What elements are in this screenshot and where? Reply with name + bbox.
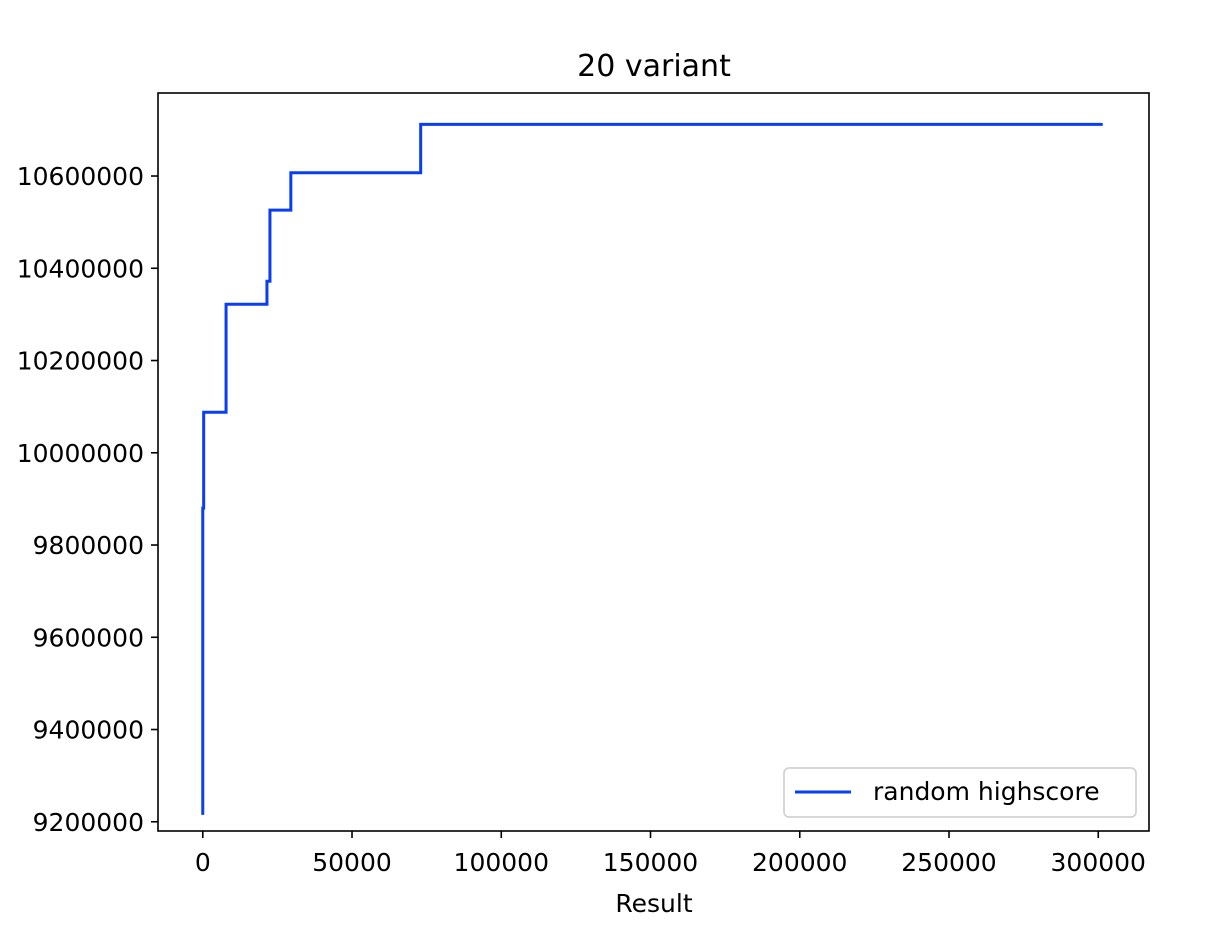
y-tick-label-7: 10600000 [17,162,144,191]
x-axis-label: Result [615,889,692,918]
x-tick-label-3: 150000 [603,848,698,877]
plot-area [157,92,1150,832]
legend: random highscore [783,767,1137,818]
chart-title: 20 variant [577,49,731,84]
x-axis: 0 50000 100000 150000 200000 250000 300000 [195,831,1146,877]
x-tick-label-2: 100000 [454,848,549,877]
x-tick-label-4: 200000 [752,848,847,877]
x-tick-label-1: 50000 [312,848,392,877]
y-tick-label-5: 10200000 [17,347,144,376]
legend-box [783,767,1137,818]
legend-label-random-highscore: random highscore [873,777,1100,806]
y-tick-label-6: 10400000 [17,254,144,283]
x-tick-label-5: 250000 [901,848,996,877]
y-tick-label-1: 9400000 [33,716,144,745]
series-layer [201,122,1103,815]
plot-frame [157,92,1150,832]
y-tick-label-4: 10000000 [17,439,144,468]
series-line-0 [201,122,1103,815]
y-tick-label-0: 9200000 [33,808,144,837]
y-axis: 9200000 9400000 9600000 9800000 10000000 1020… [17,162,158,837]
x-tick-label-0: 0 [195,848,211,877]
x-tick-label-6: 300000 [1051,848,1146,877]
y-tick-label-3: 9800000 [33,531,144,560]
y-tick-label-2: 9600000 [33,623,144,652]
